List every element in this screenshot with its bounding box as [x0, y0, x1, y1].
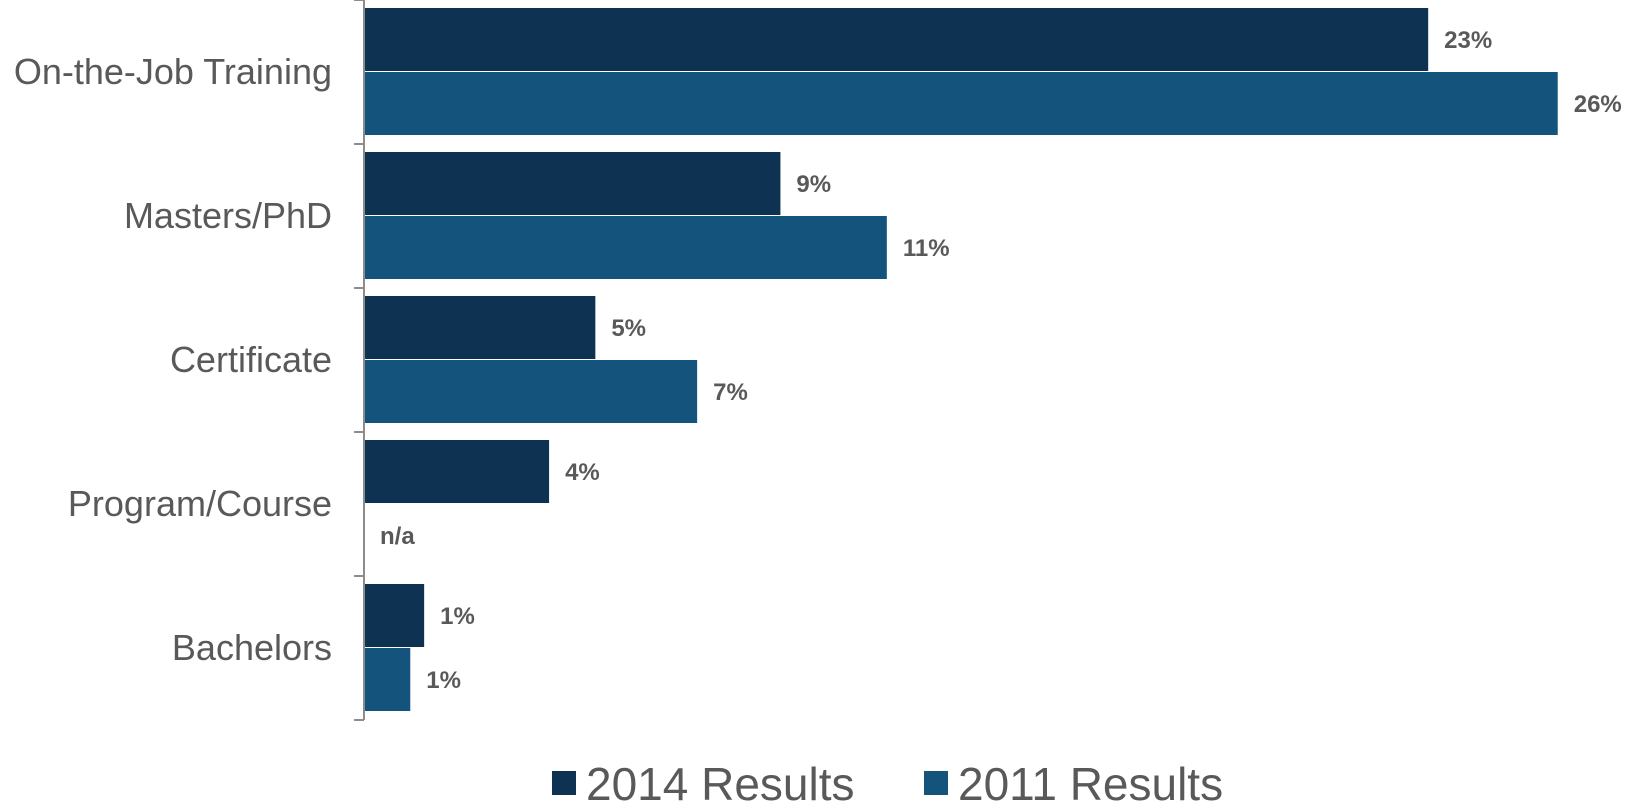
legend-swatch-2014	[552, 771, 576, 795]
legend-swatch-2011	[924, 771, 948, 795]
bar-2011	[364, 72, 1558, 135]
category-label: Bachelors	[172, 627, 332, 668]
bar-2011	[364, 648, 411, 711]
legend-item-2011: 2011 Results	[924, 758, 1223, 807]
data-label: 1%	[426, 667, 461, 694]
bar-2011	[364, 216, 887, 279]
data-label: 11%	[903, 235, 950, 262]
category-label: On-the-Job Training	[14, 51, 332, 92]
category-axis	[354, 0, 365, 721]
data-label: 1%	[440, 603, 475, 630]
legend-label-2014: 2014 Results	[586, 758, 855, 807]
data-label: n/a	[380, 523, 415, 550]
bars-group	[364, 8, 1558, 711]
data-label: 4%	[565, 459, 600, 486]
legend-item-2014: 2014 Results	[552, 758, 855, 807]
bar-2014	[364, 440, 550, 503]
data-label: 7%	[713, 379, 748, 406]
bar-2014	[364, 296, 596, 359]
legend: 2014 Results 2011 Results	[552, 758, 1223, 807]
bar-2014	[364, 8, 1429, 71]
bar-2014	[364, 584, 425, 647]
data-label: 26%	[1574, 91, 1622, 118]
legend-label-2011: 2011 Results	[958, 758, 1223, 807]
category-label: Program/Course	[68, 483, 332, 524]
category-labels: On-the-Job Training Masters/PhD Certificat…	[14, 51, 332, 668]
data-label: 23%	[1444, 27, 1492, 54]
data-labels: 23% 26% 9% 11% 5% 7% 4% n/a 1% 1%	[380, 27, 1622, 694]
category-label: Certificate	[170, 339, 332, 380]
bar-2014	[364, 152, 781, 215]
data-label: 9%	[796, 171, 831, 198]
category-label: Masters/PhD	[124, 195, 332, 236]
data-label: 5%	[611, 315, 646, 342]
bar-2011	[364, 360, 698, 423]
